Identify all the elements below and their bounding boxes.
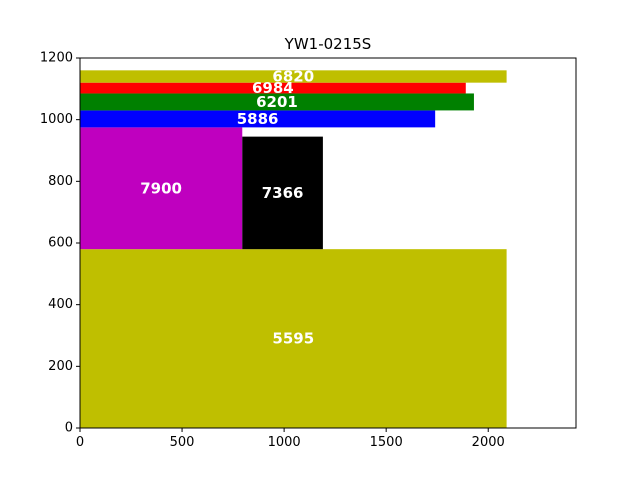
y-tick-label: 200	[48, 359, 73, 374]
data-label-5886: 5886	[237, 110, 279, 128]
y-tick-label: 0	[65, 421, 73, 436]
y-tick-label: 1000	[40, 112, 73, 127]
bar-7900	[80, 127, 243, 250]
data-label-7900: 7900	[140, 179, 182, 197]
rects-layer	[80, 70, 507, 428]
x-tick-label: 2000	[472, 435, 505, 450]
y-tick-label: 1200	[40, 51, 73, 66]
y-tick-label: 400	[48, 297, 73, 312]
x-tick-label: 1500	[370, 435, 403, 450]
x-tick-label: 0	[76, 435, 84, 450]
bar-6201	[80, 93, 474, 111]
data-label-7366: 7366	[262, 184, 304, 202]
y-tick-label: 800	[48, 174, 73, 189]
y-tick-label: 600	[48, 236, 73, 251]
data-label-5595: 5595	[272, 330, 314, 348]
y-axis: 0 200 400 600 800 1000 1200	[40, 51, 80, 436]
data-label-6820: 6820	[272, 68, 314, 86]
x-axis: 0 500 1000 1500 2000	[76, 428, 505, 450]
x-tick-label: 500	[170, 435, 195, 450]
data-label-6201: 6201	[256, 93, 298, 111]
x-tick-label: 1000	[268, 435, 301, 450]
bar-6820	[80, 70, 507, 83]
bar-5886	[80, 110, 436, 128]
bar-6984	[80, 82, 466, 94]
bar-5595	[80, 249, 507, 428]
bar-7366	[242, 136, 323, 250]
chart-title: YW1-0215S	[284, 35, 372, 53]
data-label-6984: 6984	[252, 79, 294, 97]
